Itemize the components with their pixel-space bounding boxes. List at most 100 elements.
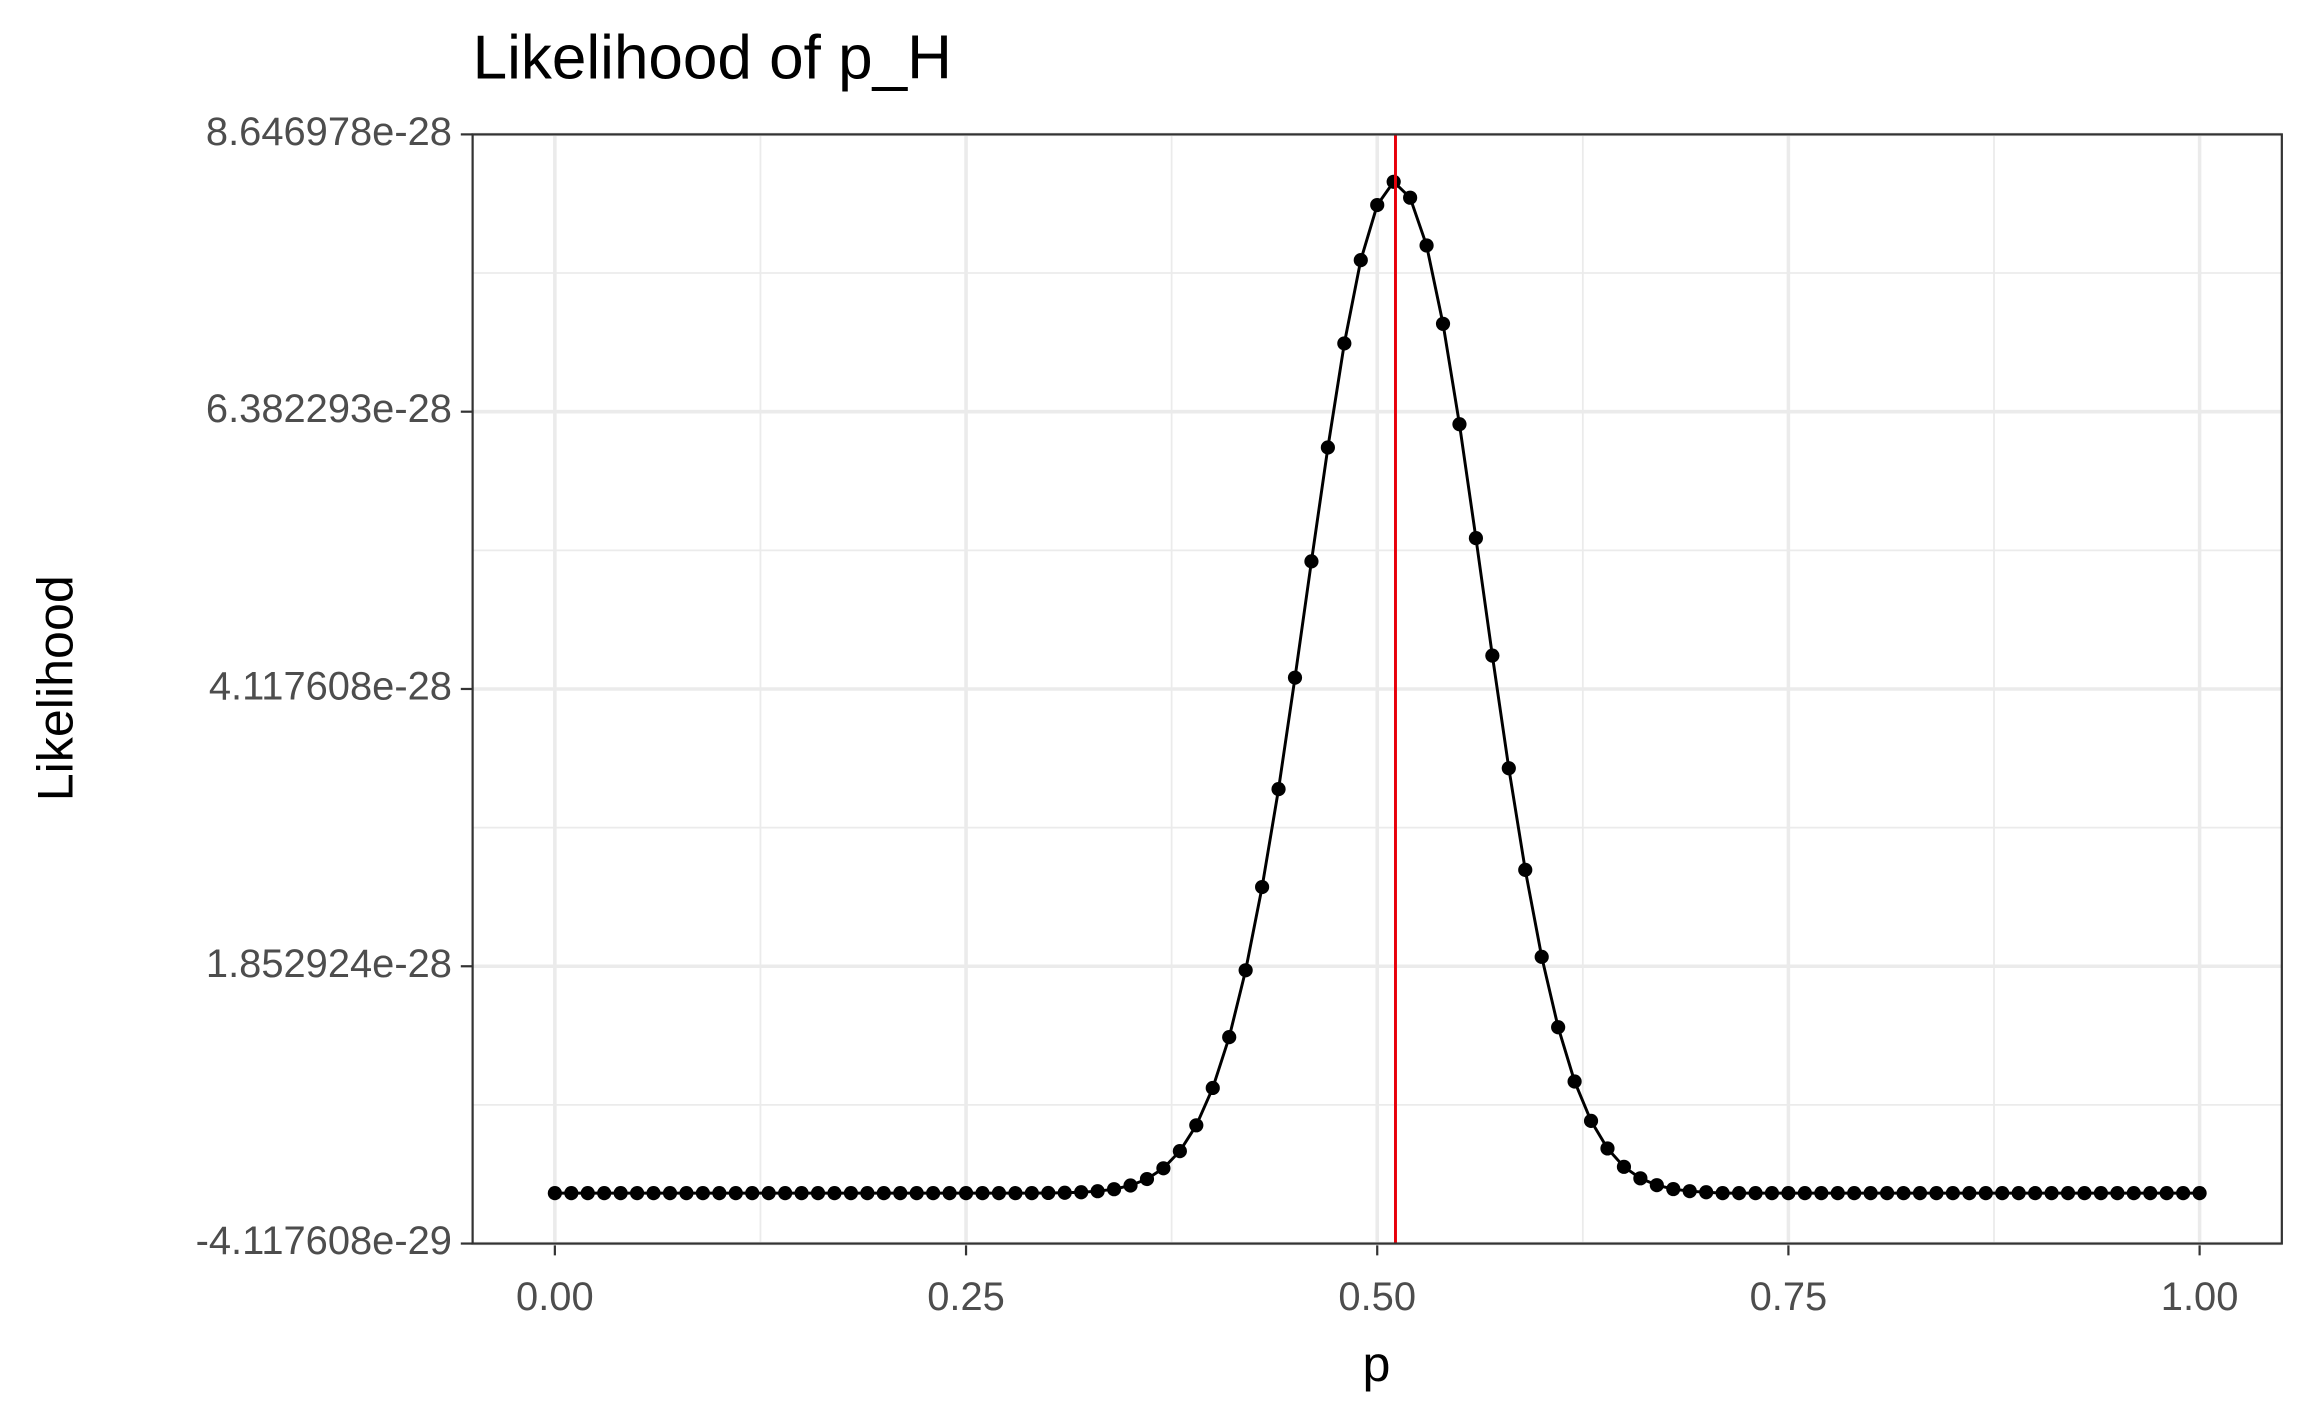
point [876,1186,891,1201]
x-tick-label: 1.00 [2161,1275,2239,1319]
x-tick-label: 0.75 [1750,1275,1828,1319]
point [1189,1118,1204,1133]
point [1583,1113,1599,1128]
point [1106,1182,1122,1197]
point [1304,554,1319,569]
point [991,1186,1007,1201]
point [1008,1186,1023,1201]
point [1863,1186,1878,1201]
point [2060,1186,2076,1201]
x-tick-label: 0.00 [516,1275,594,1319]
point [1156,1161,1171,1176]
point [679,1186,694,1201]
point [1271,781,1286,797]
point [1518,862,1533,877]
point [827,1186,842,1201]
point [1222,1030,1237,1045]
point [2077,1186,2092,1201]
point [1764,1186,1780,1201]
plot-border [471,133,2283,1245]
point [597,1186,612,1201]
point [1123,1178,1138,1193]
point [1748,1186,1763,1201]
point [1057,1185,1072,1200]
point [843,1186,859,1201]
point [1781,1186,1796,1201]
point [1715,1186,1730,1201]
point [2044,1186,2059,1201]
x-tick-label: 0.25 [927,1275,1005,1319]
y-tick-label: 1.852924e-28 [206,942,452,986]
point [1386,174,1401,189]
chart-title: Likelihood of p_H [473,23,952,92]
point [2028,1186,2043,1201]
point [2011,1186,2026,1201]
point [2110,1186,2125,1201]
point [2126,1186,2141,1201]
point [1419,238,1434,253]
point [2176,1186,2191,1201]
point [778,1186,793,1201]
point [1337,336,1352,351]
point [958,1186,974,1201]
point [1041,1185,1056,1201]
point [1616,1159,1632,1174]
point [909,1186,924,1201]
point [1633,1171,1648,1186]
point [1978,1186,1993,1201]
point [761,1186,776,1201]
point [1485,648,1500,663]
point [1205,1080,1220,1096]
point [1024,1186,1039,1201]
point [1666,1181,1681,1197]
y-tick-label: 8.646978e-28 [206,110,452,154]
point [2143,1186,2158,1201]
point [695,1186,710,1201]
point [860,1186,875,1201]
y-axis-label: Likelihood [27,575,83,801]
point [1452,417,1467,432]
point [1945,1186,1960,1201]
point [893,1186,908,1201]
point [1896,1186,1911,1201]
point [547,1186,562,1201]
point [1995,1186,2010,1201]
point [1731,1186,1747,1201]
point [1534,949,1549,964]
point [1139,1171,1155,1187]
point [580,1186,595,1201]
point [1567,1074,1582,1089]
point [1074,1185,1089,1200]
point [1501,761,1516,776]
point [1797,1186,1812,1201]
y-tick-label: 6.382293e-28 [206,387,452,431]
point [662,1186,678,1201]
point [1699,1185,1714,1200]
y-tick-label: -4.117608e-29 [196,1219,452,1263]
point [564,1186,579,1201]
point [1912,1186,1928,1201]
point [1435,316,1451,331]
point [1287,670,1303,685]
point [1370,197,1385,213]
point [926,1186,941,1201]
x-tick-label: 0.50 [1338,1275,1416,1319]
point [1600,1141,1615,1156]
point [1255,879,1270,895]
point [794,1186,809,1201]
point [810,1186,826,1201]
y-tick-label: 4.117608e-28 [209,665,452,709]
point [630,1186,645,1201]
point [1238,963,1253,978]
point [1649,1178,1664,1193]
point [613,1186,628,1201]
point [1551,1020,1566,1035]
point [1090,1184,1105,1199]
point [728,1186,743,1201]
point [2093,1186,2109,1201]
point [745,1186,760,1201]
point [1929,1186,1944,1201]
point [2192,1186,2207,1201]
